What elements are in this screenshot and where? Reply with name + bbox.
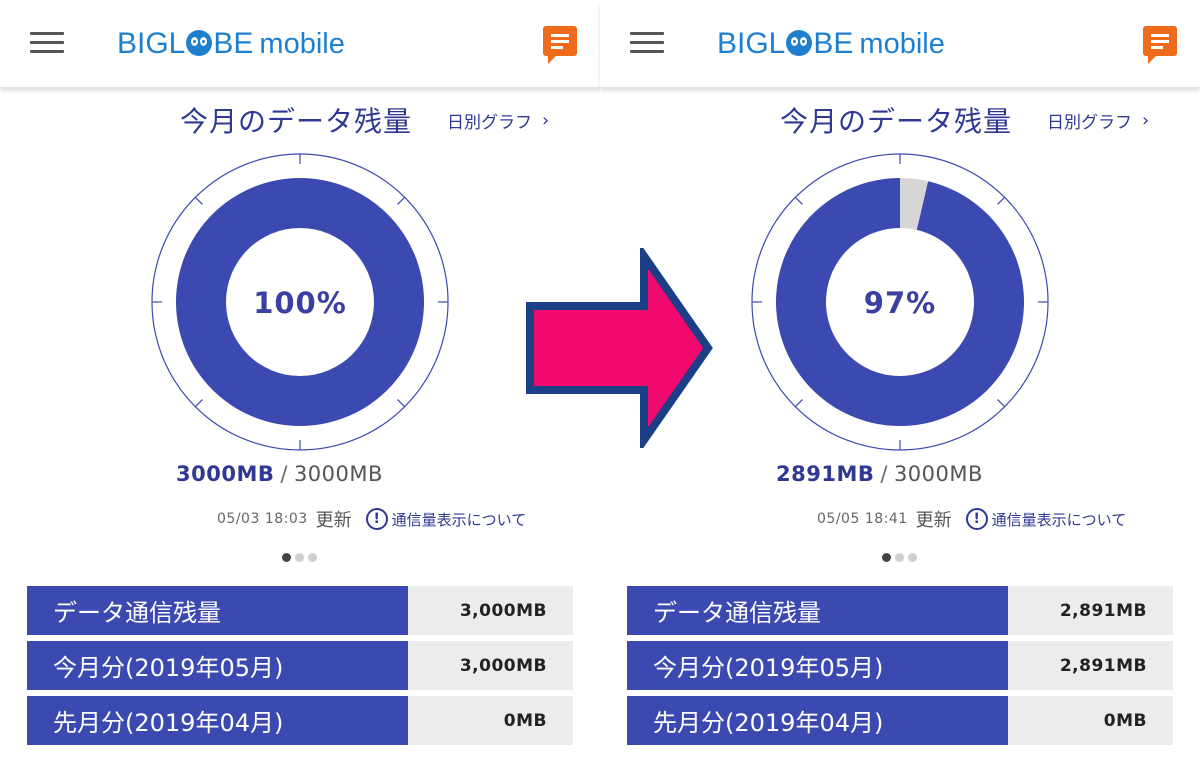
usage-separator: / [880, 462, 888, 486]
row-label: データ通信残量 [27, 586, 408, 635]
table-row: 今月分(2019年05月) 3,000MB [27, 641, 573, 690]
data-summary-table: データ通信残量 2,891MB 今月分(2019年05月) 2,891MB 先月… [627, 586, 1173, 751]
gauge-tick [997, 399, 1006, 408]
usage-total: 3000MB [293, 462, 383, 486]
right-arrow-icon [526, 248, 713, 448]
pager-dot[interactable] [282, 553, 291, 562]
table-row: データ通信残量 3,000MB [27, 586, 573, 635]
usage-current: 2891MB [776, 462, 875, 486]
traffic-info-label: 通信量表示について [991, 510, 1127, 529]
pager-dot[interactable] [295, 553, 304, 562]
row-label: 今月分(2019年05月) [27, 641, 408, 690]
app-header: BIGL BE mobile [600, 0, 1200, 88]
pager-dot[interactable] [882, 553, 891, 562]
exclamation-circle-icon: ! [965, 508, 988, 530]
carousel-pager [282, 553, 321, 562]
usage-separator: / [280, 462, 288, 486]
table-row: 先月分(2019年04月) 0MB [627, 696, 1173, 745]
biglobe-mobile-logo[interactable]: BIGL BE mobile [717, 26, 945, 62]
row-value: 2,891MB [1008, 641, 1173, 690]
daily-graph-label: 日別グラフ [1047, 113, 1132, 133]
row-value: 3,000MB [408, 641, 573, 690]
traffic-info-label: 通信量表示について [391, 510, 527, 529]
gauge-empty-arc [900, 178, 929, 230]
gauge-tick [794, 399, 803, 408]
gauge-ticks [752, 154, 1048, 450]
daily-graph-label: 日別グラフ [447, 113, 532, 133]
gauge-tick [194, 196, 203, 205]
gauge-tick [794, 196, 803, 205]
logo-text: BIGL [717, 27, 786, 60]
row-label: データ通信残量 [627, 586, 1008, 635]
row-value: 0MB [408, 696, 573, 745]
gauge-fill-arc [776, 178, 1024, 427]
chat-icon[interactable] [1143, 26, 1177, 64]
gauge-tick [997, 196, 1006, 205]
gauge-tick [397, 196, 406, 205]
row-value: 2,891MB [1008, 586, 1173, 635]
logo-mascot-icon [786, 30, 813, 56]
logo-mobile-text: mobile [259, 27, 345, 60]
table-row: データ通信残量 2,891MB [627, 586, 1173, 635]
hamburger-icon[interactable] [30, 30, 64, 54]
updated-suffix: 更新 [315, 510, 352, 531]
data-remaining-gauge: 100% [151, 153, 449, 451]
chevron-right-icon: › [1142, 110, 1150, 131]
daily-graph-link[interactable]: 日別グラフ › [447, 108, 549, 133]
logo-text: BE [213, 27, 254, 60]
logo-mobile-text: mobile [859, 27, 945, 60]
updated-time: 05/03 18:03 [217, 511, 308, 527]
table-row: 今月分(2019年05月) 2,891MB [627, 641, 1173, 690]
chat-icon[interactable] [543, 26, 577, 64]
traffic-info-link[interactable]: ! 通信量表示について [365, 508, 527, 530]
pager-dot[interactable] [308, 553, 317, 562]
usage-readout: 2891MB/3000MB [776, 462, 983, 486]
exclamation-circle-icon: ! [365, 508, 388, 530]
screen-before: BIGL BE mobile 今月のデータ残量 日別グラフ › 100% 300… [0, 0, 600, 751]
hamburger-icon[interactable] [630, 30, 664, 54]
updated-suffix: 更新 [915, 510, 952, 531]
gauge-tick [194, 399, 203, 408]
row-value: 3,000MB [408, 586, 573, 635]
logo-text: BIGL [117, 27, 186, 60]
logo-mascot-icon [186, 30, 213, 56]
traffic-info-link[interactable]: ! 通信量表示について [965, 508, 1127, 530]
data-summary-table: データ通信残量 3,000MB 今月分(2019年05月) 3,000MB 先月… [27, 586, 573, 751]
data-remaining-gauge: 97% [751, 153, 1049, 451]
usage-current: 3000MB [176, 462, 275, 486]
row-label: 今月分(2019年05月) [627, 641, 1008, 690]
updated-line: 05/05 18:41 更新 ! 通信量表示について [817, 506, 1126, 532]
pager-dot[interactable] [895, 553, 904, 562]
carousel-pager [882, 553, 921, 562]
row-label: 先月分(2019年04月) [627, 696, 1008, 745]
gauge-ticks [152, 154, 448, 450]
gauge-tick [397, 399, 406, 408]
logo-text: BE [813, 27, 854, 60]
gauge-percent-label: 100% [253, 286, 347, 320]
gauge-percent-label: 97% [864, 286, 936, 320]
usage-readout: 3000MB/3000MB [176, 462, 383, 486]
biglobe-mobile-logo[interactable]: BIGL BE mobile [117, 26, 345, 62]
screen-after: BIGL BE mobile 今月のデータ残量 日別グラフ › 97% 2891… [600, 0, 1200, 759]
chevron-right-icon: › [542, 110, 550, 131]
page-title: 今月のデータ残量 [780, 105, 1013, 138]
usage-total: 3000MB [893, 462, 983, 486]
daily-graph-link[interactable]: 日別グラフ › [1047, 108, 1149, 133]
row-value: 0MB [1008, 696, 1173, 745]
app-header: BIGL BE mobile [0, 0, 600, 88]
table-row: 先月分(2019年04月) 0MB [27, 696, 573, 745]
pager-dot[interactable] [908, 553, 917, 562]
updated-line: 05/03 18:03 更新 ! 通信量表示について [217, 506, 526, 532]
updated-time: 05/05 18:41 [817, 511, 908, 527]
row-label: 先月分(2019年04月) [27, 696, 408, 745]
page-title: 今月のデータ残量 [180, 105, 413, 138]
gauge-fill-arc [176, 178, 424, 426]
